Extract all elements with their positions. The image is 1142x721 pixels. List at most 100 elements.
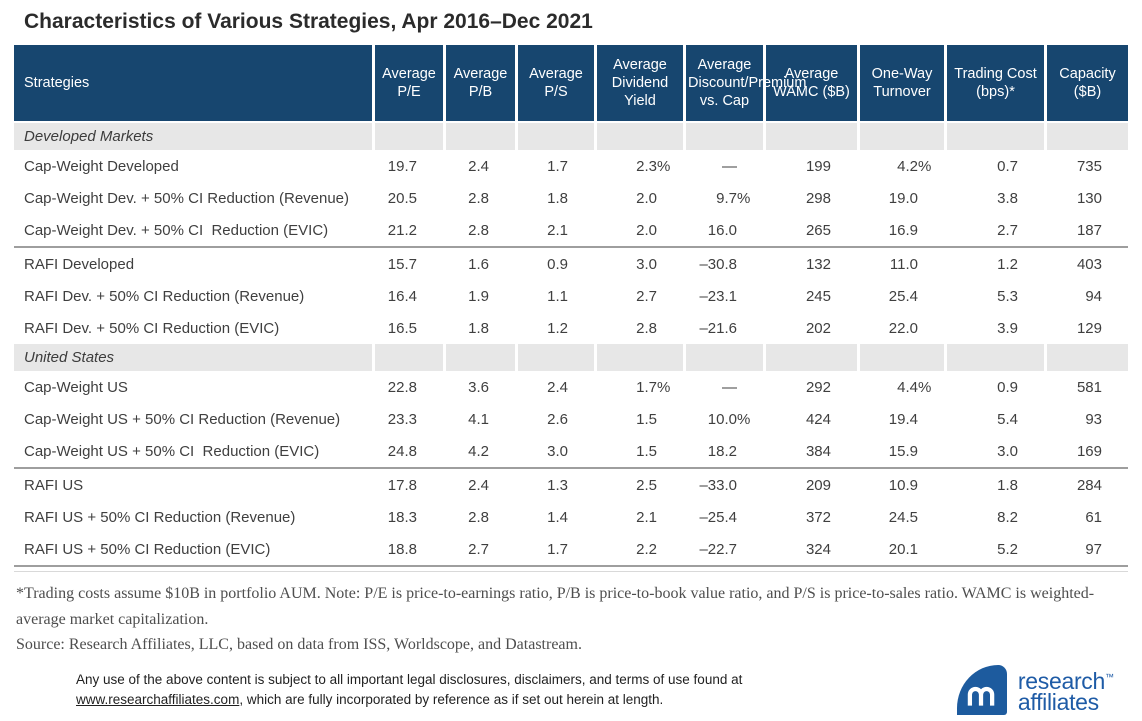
value-cell: 2.4 [443, 469, 515, 501]
section-cell [372, 123, 443, 150]
strategy-label: RAFI Developed [24, 255, 135, 273]
value-cell: –33.0 [683, 469, 763, 501]
value-cell: 245 [763, 280, 857, 312]
value-cell: 5.3 [944, 280, 1044, 312]
footnote-source: Source: Research Affiliates, LLC, based … [16, 636, 582, 653]
value-cell: 1.8 [515, 182, 594, 214]
value-cell: 1.9 [443, 280, 515, 312]
table-row: Cap-Weight US 22.8 3.6 2.4 1.7% —292 4.4% 0.9 58… [14, 371, 1128, 403]
value-cell: 18.8 [372, 533, 443, 565]
legal-disclaimer: Any use of the above content is subject … [76, 670, 742, 710]
value-cell: 372 [763, 501, 857, 533]
value-cell: 2.4 [515, 371, 594, 403]
value-cell: 292 [763, 371, 857, 403]
value-cell: 3.0 [515, 435, 594, 467]
research-affiliates-link[interactable]: www.researchaffiliates.com [76, 691, 240, 707]
value-cell: 2.7 [944, 214, 1044, 246]
value-cell: 17.8 [372, 469, 443, 501]
table-row: RAFI US + 50% CI Reduction (EVIC) 18.8 2.7… [14, 533, 1128, 565]
page-title: Characteristics of Various Strategies, A… [24, 10, 593, 33]
value-cell: 581 [1044, 371, 1128, 403]
value-cell: 2.0 [594, 182, 683, 214]
value-cell: 10.9 [857, 469, 944, 501]
section-cell [763, 123, 857, 150]
value-cell: 324 [763, 533, 857, 565]
group-separator [14, 467, 1128, 469]
value-cell: 19.4 [857, 403, 944, 435]
value-cell: 2.3% [594, 150, 683, 182]
value-cell: 18.2 [683, 435, 763, 467]
section-cell [443, 344, 515, 371]
research-affiliates-logo: research™ affiliates [956, 664, 1114, 715]
value-cell: 22.8 [372, 371, 443, 403]
value-cell: 403 [1044, 248, 1128, 280]
section-cell [1044, 123, 1128, 150]
value-cell: 1.2 [515, 312, 594, 344]
value-cell: 4.1 [443, 403, 515, 435]
group-separator [14, 246, 1128, 248]
value-cell: 4.2% [857, 150, 944, 182]
value-cell: 16.4 [372, 280, 443, 312]
column-header: Trading Cost (bps)* [944, 45, 1044, 123]
value-cell: 169 [1044, 435, 1128, 467]
section-cell [594, 123, 683, 150]
value-cell: 735 [1044, 150, 1128, 182]
footnotes: *Trading costs assume $10B in portfolio … [16, 581, 1128, 658]
value-cell: –25.4 [683, 501, 763, 533]
column-header: Strategies [14, 45, 372, 123]
value-cell: 94 [1044, 280, 1128, 312]
value-cell: 3.0 [594, 248, 683, 280]
table-row: RAFI Dev. + 50% CI Reduction (Revenue) 16… [14, 280, 1128, 312]
value-cell: 2.6 [515, 403, 594, 435]
value-cell: 20.1 [857, 533, 944, 565]
value-cell: 18.3 [372, 501, 443, 533]
table-bottom-rule [14, 571, 1128, 572]
group-separator [14, 565, 1128, 567]
value-cell: 1.2 [944, 248, 1044, 280]
value-cell: 1.5 [594, 435, 683, 467]
table-row: RAFI Dev. + 50% CI Reduction (EVIC) 16.5 1… [14, 312, 1128, 344]
value-cell: 3.8 [944, 182, 1044, 214]
section-cell [683, 123, 763, 150]
value-cell: 1.8 [944, 469, 1044, 501]
value-cell: 384 [763, 435, 857, 467]
footnote-trading-costs: *Trading costs assume $10B in portfolio … [16, 585, 1095, 628]
column-header: Capacity ($B) [1044, 45, 1128, 123]
disclaimer-line2: , which are fully incorporated by refere… [239, 691, 664, 707]
value-cell: –22.7 [683, 533, 763, 565]
value-cell: 4.4% [857, 371, 944, 403]
column-header: Average WAMC ($B) [763, 45, 857, 123]
value-cell: 3.0 [944, 435, 1044, 467]
value-cell: 16.9 [857, 214, 944, 246]
value-cell: 25.4 [857, 280, 944, 312]
value-cell: 199 [763, 150, 857, 182]
value-cell: –23.1 [683, 280, 763, 312]
header-row: Strategies Average P/E Average P/B Average … [14, 45, 1128, 123]
strategy-label: RAFI US [24, 476, 84, 494]
value-cell: 2.5 [594, 469, 683, 501]
value-cell: 4.2 [443, 435, 515, 467]
research-affiliates-logo-icon [956, 664, 1007, 715]
logo-word-research: research [1017, 668, 1105, 694]
section-cell [857, 123, 944, 150]
table-row: Cap-Weight Dev. + 50% CI Reduction (Reve… [14, 182, 1128, 214]
table-row: Cap-Weight US + 50% CI Reduction (EVIC) 2… [14, 435, 1128, 467]
column-header: Average Discount/Premium vs. Cap [683, 45, 806, 123]
value-cell: 21.2 [372, 214, 443, 246]
column-header: One-Way Turnover [857, 45, 944, 123]
section-row: Developed Markets [14, 123, 1128, 150]
value-cell: 1.7% [594, 371, 683, 403]
value-cell: 2.7 [443, 533, 515, 565]
strategy-label: Cap-Weight US + 50% CI Reduction (EVIC) [24, 442, 320, 460]
value-cell: 209 [763, 469, 857, 501]
value-cell: 0.7 [944, 150, 1044, 182]
value-cell: 1.3 [515, 469, 594, 501]
value-cell: 2.1 [515, 214, 594, 246]
value-cell: 130 [1044, 182, 1128, 214]
ra-monogram-icon [968, 686, 995, 706]
value-cell: 2.8 [443, 214, 515, 246]
section-label: United States [14, 344, 372, 371]
footer: Any use of the above content is subject … [14, 664, 1128, 715]
logo-wordmark: research™ affiliates [1017, 667, 1114, 714]
value-cell: 9.7% [683, 182, 763, 214]
